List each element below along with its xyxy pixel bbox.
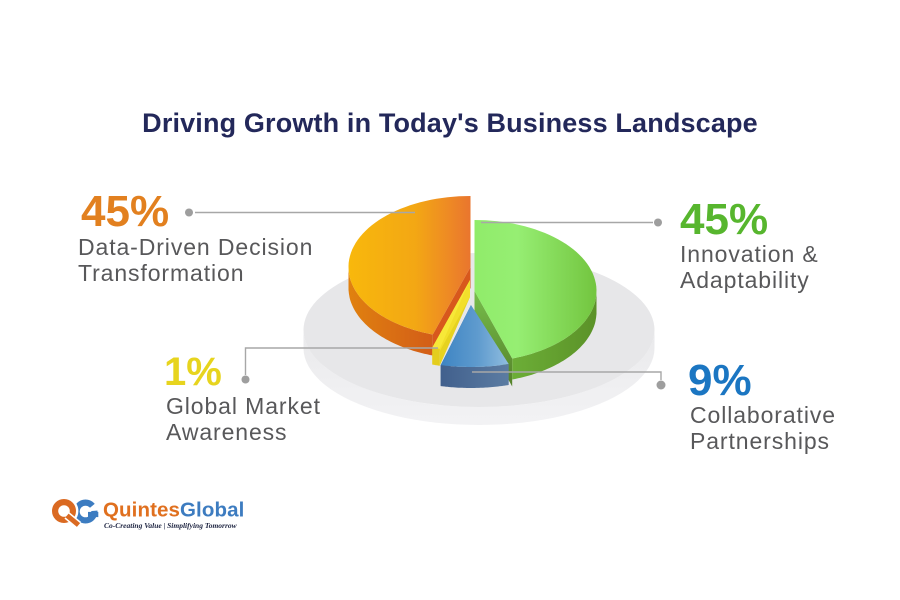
svg-text:Co-Creating Value | Simplifyin: Co-Creating Value | Simplifying Tomorrow (104, 521, 238, 530)
svg-text:QuintesGlobal: QuintesGlobal (103, 499, 244, 522)
